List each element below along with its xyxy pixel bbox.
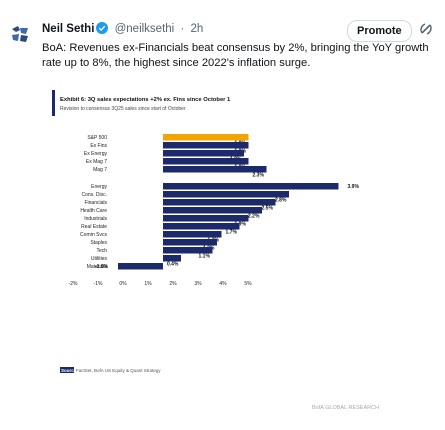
category-label: Ex Fins	[90, 143, 107, 149]
x-tick-label: 0%	[119, 281, 127, 287]
data-label: 1.9%	[235, 222, 247, 228]
grok-icon[interactable]	[419, 22, 433, 36]
category-label: S&P 500	[87, 135, 107, 141]
bar	[118, 263, 163, 270]
verified-badge-icon	[96, 22, 109, 37]
x-tick-label: 1%	[144, 281, 152, 287]
bar	[163, 199, 276, 206]
bar	[163, 150, 244, 157]
data-label: 0.4%	[167, 262, 179, 268]
category-label: Comm Svcs	[80, 232, 107, 238]
category-label: Utilities	[91, 256, 108, 262]
promote-button[interactable]: Promote	[347, 20, 412, 42]
data-label: 1.7%	[226, 230, 238, 236]
category-label: Financials	[84, 200, 107, 206]
post-time[interactable]: 2h	[190, 23, 204, 35]
bar	[163, 247, 213, 254]
chart-title-bar	[52, 90, 55, 116]
watermark: BofA GLOBAL RESEARCH	[312, 405, 379, 411]
bar	[163, 231, 222, 238]
category-label: Staples	[90, 240, 107, 246]
category-label: Tech	[96, 248, 107, 254]
source-text: FactSet, BofA US Equity & Quant Strategy	[76, 368, 161, 373]
category-label: Ex Energy	[84, 151, 108, 157]
author-handle[interactable]: @neilksethi	[114, 23, 175, 35]
bar	[163, 166, 267, 173]
post-header: Neil Sethi @neilksethi · 2h	[42, 22, 440, 40]
bar	[163, 207, 262, 214]
x-tick-label: -1%	[94, 281, 103, 287]
bar	[163, 191, 289, 198]
category-label: Mag 7	[93, 167, 107, 173]
data-label: 2.2%	[248, 214, 260, 220]
data-label: 2.5%	[262, 206, 274, 212]
chart-image[interactable]: Exhibit 6: 3Q sales expectations +2% ex.…	[42, 80, 440, 425]
data-label: 3.9%	[348, 184, 360, 190]
x-tick-label: 4%	[219, 281, 227, 287]
x-tick-label: 3%	[194, 281, 202, 287]
x-tick-label: -2%	[69, 281, 78, 287]
chart-title: Exhibit 6: 3Q sales expectations +2% ex.…	[60, 97, 231, 103]
bar	[163, 183, 339, 190]
data-label: 1.1%	[199, 254, 211, 260]
logo-avatar-icon[interactable]	[6, 20, 34, 48]
data-label: 2.3%	[253, 173, 265, 179]
x-tick-label: 2%	[169, 281, 177, 287]
bar	[163, 223, 240, 230]
category-label: Energy	[91, 184, 107, 190]
source-label-bg	[60, 367, 74, 373]
category-label: Cons. Disc.	[81, 192, 107, 198]
category-label: Materials	[87, 264, 108, 270]
category-label: Real Estate	[81, 224, 107, 230]
source-label: Source:	[61, 368, 78, 373]
bar	[163, 255, 181, 262]
bar	[163, 158, 249, 165]
data-label: -1.0%	[95, 264, 109, 270]
category-label: Health Care	[80, 208, 107, 214]
x-tick-label: 5%	[244, 281, 252, 287]
tweet-text: BoA: Revenues ex-Financials beat consens…	[42, 42, 429, 69]
bar	[163, 215, 249, 222]
bar	[163, 239, 217, 246]
separator-dot: ·	[180, 23, 185, 35]
data-label: 2.8%	[275, 198, 287, 204]
chart-subtitle: Revision to consensus 3Q25 sales since s…	[60, 106, 186, 112]
category-label: Industrials	[84, 216, 107, 222]
bar	[163, 134, 249, 141]
category-label: Ex Mag 7	[86, 159, 107, 165]
bar	[163, 142, 249, 149]
author-name[interactable]: Neil Sethi	[42, 23, 95, 35]
